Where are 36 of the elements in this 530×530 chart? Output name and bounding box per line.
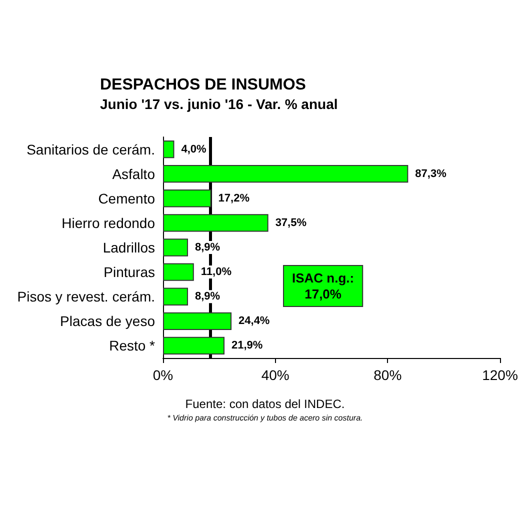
data-label: 24,4% <box>238 315 270 328</box>
data-label: 8,9% <box>194 290 220 303</box>
y-tick-label: Cemento <box>98 190 156 206</box>
x-tick-label: 120% <box>482 367 518 383</box>
bar <box>163 190 212 208</box>
y-tick-label: Asfalto <box>112 166 156 182</box>
text: * Vidrio para construcción y tubos de acero sin costura. <box>167 414 363 422</box>
y-tick-label: Hierro redondo <box>62 214 156 231</box>
chart-subtitle: Junio '17 vs. junio '16 - Var. % anual <box>100 96 338 112</box>
data-label: 17,2% <box>218 192 250 204</box>
bar <box>163 312 232 330</box>
bar <box>163 288 188 306</box>
x-tick-label: 80% <box>374 367 402 383</box>
data-label: 8,9% <box>194 242 220 254</box>
y-tick-label: Pinturas <box>104 264 155 280</box>
data-label: 21,9% <box>232 340 263 352</box>
bar <box>163 164 408 183</box>
y-tick-label: Placas de yeso <box>60 313 156 330</box>
bar <box>163 214 268 232</box>
chart-title: DESPACHOS DE INSUMOS <box>100 76 306 94</box>
source-note: Fuente: con datos del INDEC. <box>185 397 345 411</box>
bar <box>163 238 188 256</box>
bar <box>163 263 194 281</box>
y-tick-label: Resto * <box>109 338 156 354</box>
data-label: 37,5% <box>275 216 307 229</box>
ref-line-label: ISAC n.g.: 17,0% <box>292 270 354 302</box>
bar <box>163 140 174 158</box>
x-tick-label: 0% <box>152 367 174 383</box>
bar <box>163 336 225 355</box>
x-tick-label: 40% <box>261 367 290 383</box>
y-tick-label: Pisos y revest. cerám. <box>17 288 155 305</box>
data-label: 11,0% <box>200 266 232 278</box>
data-label: 4,0% <box>181 143 207 156</box>
data-label: 87,3% <box>415 168 447 180</box>
y-tick-label: Ladrillos <box>102 240 155 256</box>
y-tick-label: Sanitarios de cerám. <box>26 141 155 158</box>
